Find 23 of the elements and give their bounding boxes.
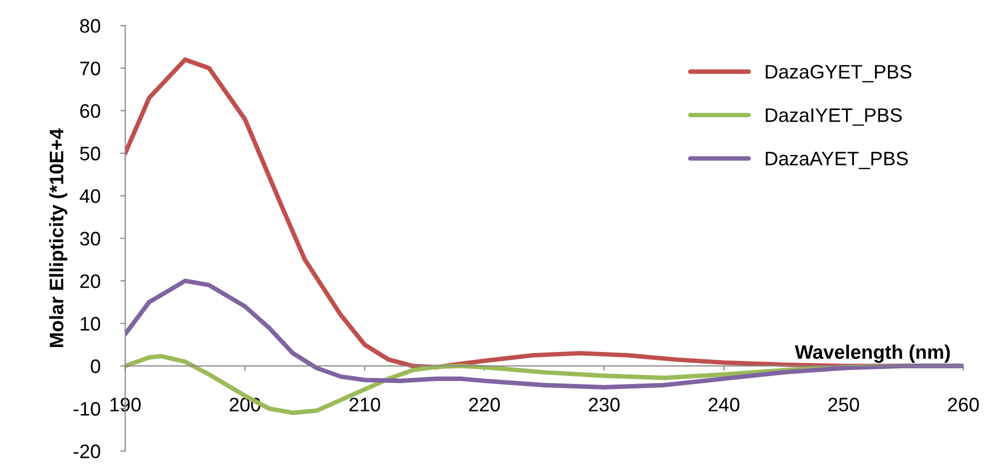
x-tick-label: 210 [349, 398, 380, 412]
x-tick-label: 240 [708, 398, 740, 412]
y-tick-label: 40 [80, 189, 100, 203]
legend-label: DazaGYET_PBS [766, 64, 912, 82]
y-tick-label: 70 [80, 62, 100, 76]
y-tick-label: 10 [80, 316, 100, 331]
legend-label: DazaIYET_PBS [766, 108, 902, 126]
y-tick-label: 60 [80, 104, 100, 118]
x-tick-label: 190 [110, 398, 141, 412]
y-tick-label: 0 [90, 359, 100, 374]
x-tick-label: 230 [588, 398, 620, 412]
legend-label: DazaAYET_PBS [766, 152, 908, 170]
y-tick-label: 20 [80, 274, 100, 288]
x-tick-label: 260 [948, 398, 979, 412]
y-axis-title: Molar Ellipticity (*10E+4 [49, 128, 68, 347]
y-tick-label: 80 [80, 19, 100, 33]
y-tick-label: 50 [80, 146, 100, 160]
y-tick-label: -20 [74, 444, 100, 458]
y-tick-label: -10 [74, 402, 100, 416]
x-axis-title: Wavelength (nm) [794, 344, 950, 363]
x-tick-label: 250 [828, 398, 860, 412]
x-tick-label: 220 [469, 398, 500, 412]
y-tick-label: 30 [80, 232, 100, 246]
